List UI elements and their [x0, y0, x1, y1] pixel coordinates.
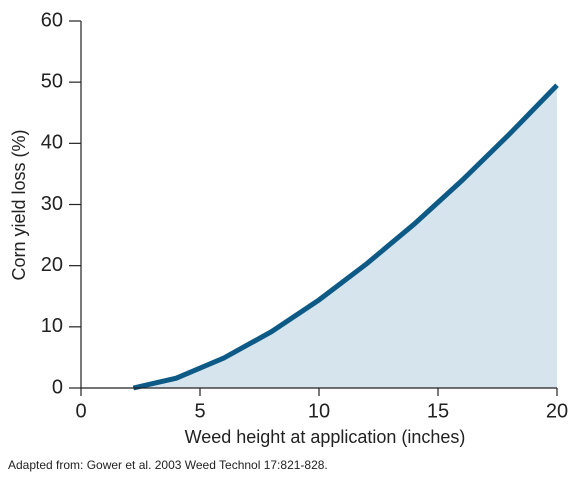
x-tick-label: 0 [75, 400, 86, 422]
y-tick-label: 20 [41, 254, 63, 276]
y-tick-label: 30 [41, 193, 63, 215]
y-tick-label: 40 [41, 132, 63, 154]
x-tick-label: 10 [308, 400, 330, 422]
y-tick-label: 0 [52, 376, 63, 398]
x-axis-title: Weed height at application (inches) [185, 427, 466, 447]
y-tick-label: 10 [41, 315, 63, 337]
line [132, 83, 559, 391]
x-tick-label: 20 [546, 400, 568, 422]
area-fill [133, 85, 558, 388]
source-note: Adapted from: Gower et al. 2003 Weed Tec… [8, 458, 328, 472]
x-tick-label: 15 [427, 400, 449, 422]
y-tick-label: 50 [41, 70, 63, 92]
x-tick-label: 5 [194, 400, 205, 422]
y-axis-title: Corn yield loss (%) [9, 129, 29, 280]
y-tick-label: 60 [41, 9, 63, 31]
